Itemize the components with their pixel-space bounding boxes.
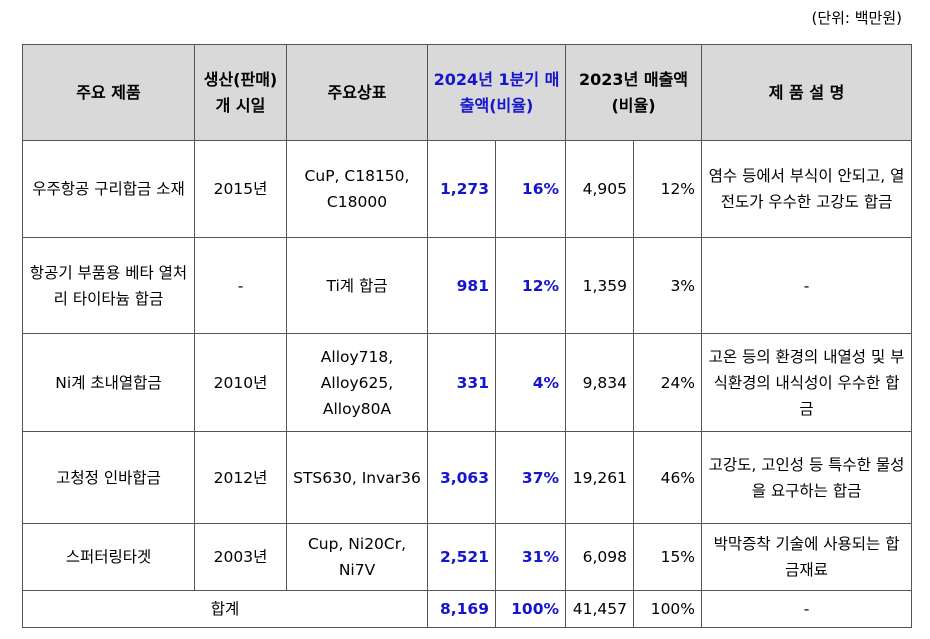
product-sales-table: 주요 제품 생산(판매) 개 시일 주요상표 2024년 1분기 매출액(비율)… <box>22 44 913 628</box>
start-year: 2015년 <box>194 140 287 238</box>
header-product: 주요 제품 <box>22 44 195 141</box>
product-name: Ni계 초내열합금 <box>22 333 195 432</box>
y2023-ratio: 24% <box>633 333 703 432</box>
total-description: - <box>701 590 913 628</box>
q1-ratio: 16% <box>494 140 567 238</box>
q1-ratio: 31% <box>494 523 567 591</box>
y2023-amount: 6,098 <box>565 523 635 591</box>
brand: CuP, C18150, C18000 <box>286 140 428 238</box>
table-row: 스퍼터링타겟 2003년 Cup, Ni20Cr, Ni7V 2,521 31%… <box>22 523 913 591</box>
header-row: 주요 제품 생산(판매) 개 시일 주요상표 2024년 1분기 매출액(비율)… <box>22 44 913 141</box>
start-year: 2012년 <box>194 431 287 524</box>
q1-ratio: 12% <box>494 237 567 334</box>
q1-amount: 331 <box>427 333 496 432</box>
header-desc: 제 품 설 명 <box>701 44 913 141</box>
y2023-amount: 1,359 <box>565 237 635 334</box>
product-name: 고청정 인바합금 <box>22 431 195 524</box>
description: 고강도, 고인성 등 특수한 물성을 요구하는 합금 <box>701 431 913 524</box>
q1-amount: 1,273 <box>427 140 496 238</box>
start-year: - <box>194 237 287 334</box>
header-2023: 2023년 매출액(비율) <box>565 44 703 141</box>
brand: STS630, Invar36 <box>286 431 428 524</box>
y2023-ratio: 15% <box>633 523 703 591</box>
start-year: 2003년 <box>194 523 287 591</box>
total-q1-ratio: 100% <box>494 590 567 628</box>
total-q1-amount: 8,169 <box>427 590 496 628</box>
q1-ratio: 37% <box>494 431 567 524</box>
header-q1-2024: 2024년 1분기 매출액(비율) <box>426 44 567 141</box>
y2023-ratio: 12% <box>633 140 703 238</box>
table-row: 항공기 부품용 베타 열처리 타이타늄 합금 - Ti계 합금 981 12% … <box>22 237 913 334</box>
total-y2023-amount: 41,457 <box>565 590 635 628</box>
total-y2023-ratio: 100% <box>633 590 703 628</box>
header-brand: 주요상표 <box>286 44 428 141</box>
product-name: 우주항공 구리합금 소재 <box>22 140 195 238</box>
total-label: 합계 <box>22 590 428 628</box>
table-row: 우주항공 구리합금 소재 2015년 CuP, C18150, C18000 1… <box>22 140 913 238</box>
q1-amount: 981 <box>427 237 496 334</box>
header-start: 생산(판매) 개 시일 <box>194 44 287 141</box>
y2023-amount: 4,905 <box>565 140 635 238</box>
y2023-amount: 19,261 <box>565 431 635 524</box>
y2023-ratio: 3% <box>633 237 703 334</box>
q1-amount: 3,063 <box>427 431 496 524</box>
q1-amount: 2,521 <box>427 523 496 591</box>
start-year: 2010년 <box>194 333 287 432</box>
description: 염수 등에서 부식이 안되고, 열전도가 우수한 고강도 합금 <box>701 140 913 238</box>
brand: Ti계 합금 <box>286 237 428 334</box>
brand: Cup, Ni20Cr, Ni7V <box>286 523 428 591</box>
table-row: 고청정 인바합금 2012년 STS630, Invar36 3,063 37%… <box>22 431 913 524</box>
unit-label: (단위: 백만원) <box>811 9 902 27</box>
y2023-ratio: 46% <box>633 431 703 524</box>
y2023-amount: 9,834 <box>565 333 635 432</box>
q1-ratio: 4% <box>494 333 567 432</box>
brand: Alloy718, Alloy625, Alloy80A <box>286 333 428 432</box>
table-row: Ni계 초내열합금 2010년 Alloy718, Alloy625, Allo… <box>22 333 913 432</box>
description: 박막증착 기술에 사용되는 합금재료 <box>701 523 913 591</box>
total-row: 합계 8,169 100% 41,457 100% - <box>22 590 913 628</box>
description: - <box>701 237 913 334</box>
product-name: 스퍼터링타겟 <box>22 523 195 591</box>
description: 고온 등의 환경의 내열성 및 부식환경의 내식성이 우수한 합금 <box>701 333 913 432</box>
product-name: 항공기 부품용 베타 열처리 타이타늄 합금 <box>22 237 195 334</box>
